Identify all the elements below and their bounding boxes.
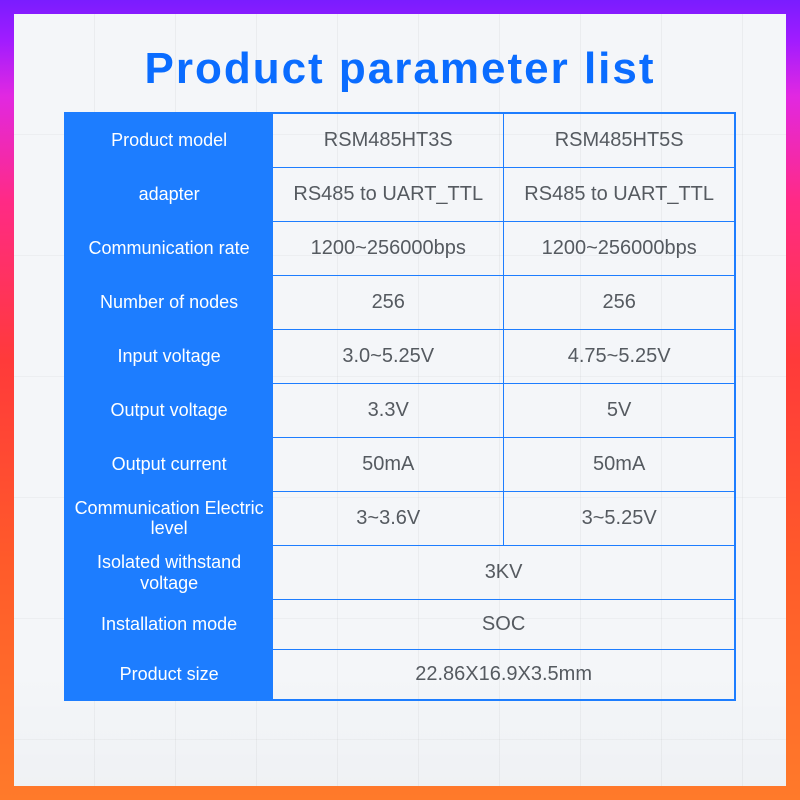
- row-label: Installation mode: [65, 600, 273, 650]
- row-label: Communication rate: [65, 221, 273, 275]
- row-value-a: 3.0~5.25V: [273, 329, 504, 383]
- table-row: Output voltage 3.3V 5V: [65, 383, 735, 437]
- table-row-merged: Product size 22.86X16.9X3.5mm: [65, 650, 735, 700]
- row-label: adapter: [65, 167, 273, 221]
- parameter-table: Product model RSM485HT3S RSM485HT5S adap…: [64, 112, 736, 701]
- table-row: Communication Electric level 3~3.6V 3~5.…: [65, 491, 735, 545]
- row-label: Input voltage: [65, 329, 273, 383]
- table-row: Output current 50mA 50mA: [65, 437, 735, 491]
- row-label: Product size: [65, 650, 273, 700]
- content-panel: Product parameter list Product model RSM…: [14, 14, 786, 786]
- row-value-b: 1200~256000bps: [504, 221, 735, 275]
- row-value-a: RS485 to UART_TTL: [273, 167, 504, 221]
- row-value-b: 4.75~5.25V: [504, 329, 735, 383]
- table-row-merged: Installation mode SOC: [65, 600, 735, 650]
- row-value-b: RSM485HT5S: [504, 113, 735, 167]
- table-row: adapter RS485 to UART_TTL RS485 to UART_…: [65, 167, 735, 221]
- row-value-a: RSM485HT3S: [273, 113, 504, 167]
- row-value-a: 3.3V: [273, 383, 504, 437]
- row-label: Number of nodes: [65, 275, 273, 329]
- row-value-b: 50mA: [504, 437, 735, 491]
- table-row: Communication rate 1200~256000bps 1200~2…: [65, 221, 735, 275]
- row-value-a: 3~3.6V: [273, 491, 504, 545]
- table-row: Number of nodes 256 256: [65, 275, 735, 329]
- table-row: Input voltage 3.0~5.25V 4.75~5.25V: [65, 329, 735, 383]
- table-row-merged: Isolated withstand voltage 3KV: [65, 545, 735, 599]
- row-value: 22.86X16.9X3.5mm: [273, 650, 735, 700]
- row-value-b: RS485 to UART_TTL: [504, 167, 735, 221]
- row-value-b: 5V: [504, 383, 735, 437]
- row-value-a: 256: [273, 275, 504, 329]
- row-label: Isolated withstand voltage: [65, 545, 273, 599]
- table-row: Product model RSM485HT3S RSM485HT5S: [65, 113, 735, 167]
- row-value-a: 50mA: [273, 437, 504, 491]
- row-value: SOC: [273, 600, 735, 650]
- row-label: Product model: [65, 113, 273, 167]
- row-label: Output voltage: [65, 383, 273, 437]
- row-value: 3KV: [273, 545, 735, 599]
- row-value-b: 256: [504, 275, 735, 329]
- page-title: Product parameter list: [64, 44, 736, 94]
- row-value-a: 1200~256000bps: [273, 221, 504, 275]
- row-label: Output current: [65, 437, 273, 491]
- row-label: Communication Electric level: [65, 491, 273, 545]
- row-value-b: 3~5.25V: [504, 491, 735, 545]
